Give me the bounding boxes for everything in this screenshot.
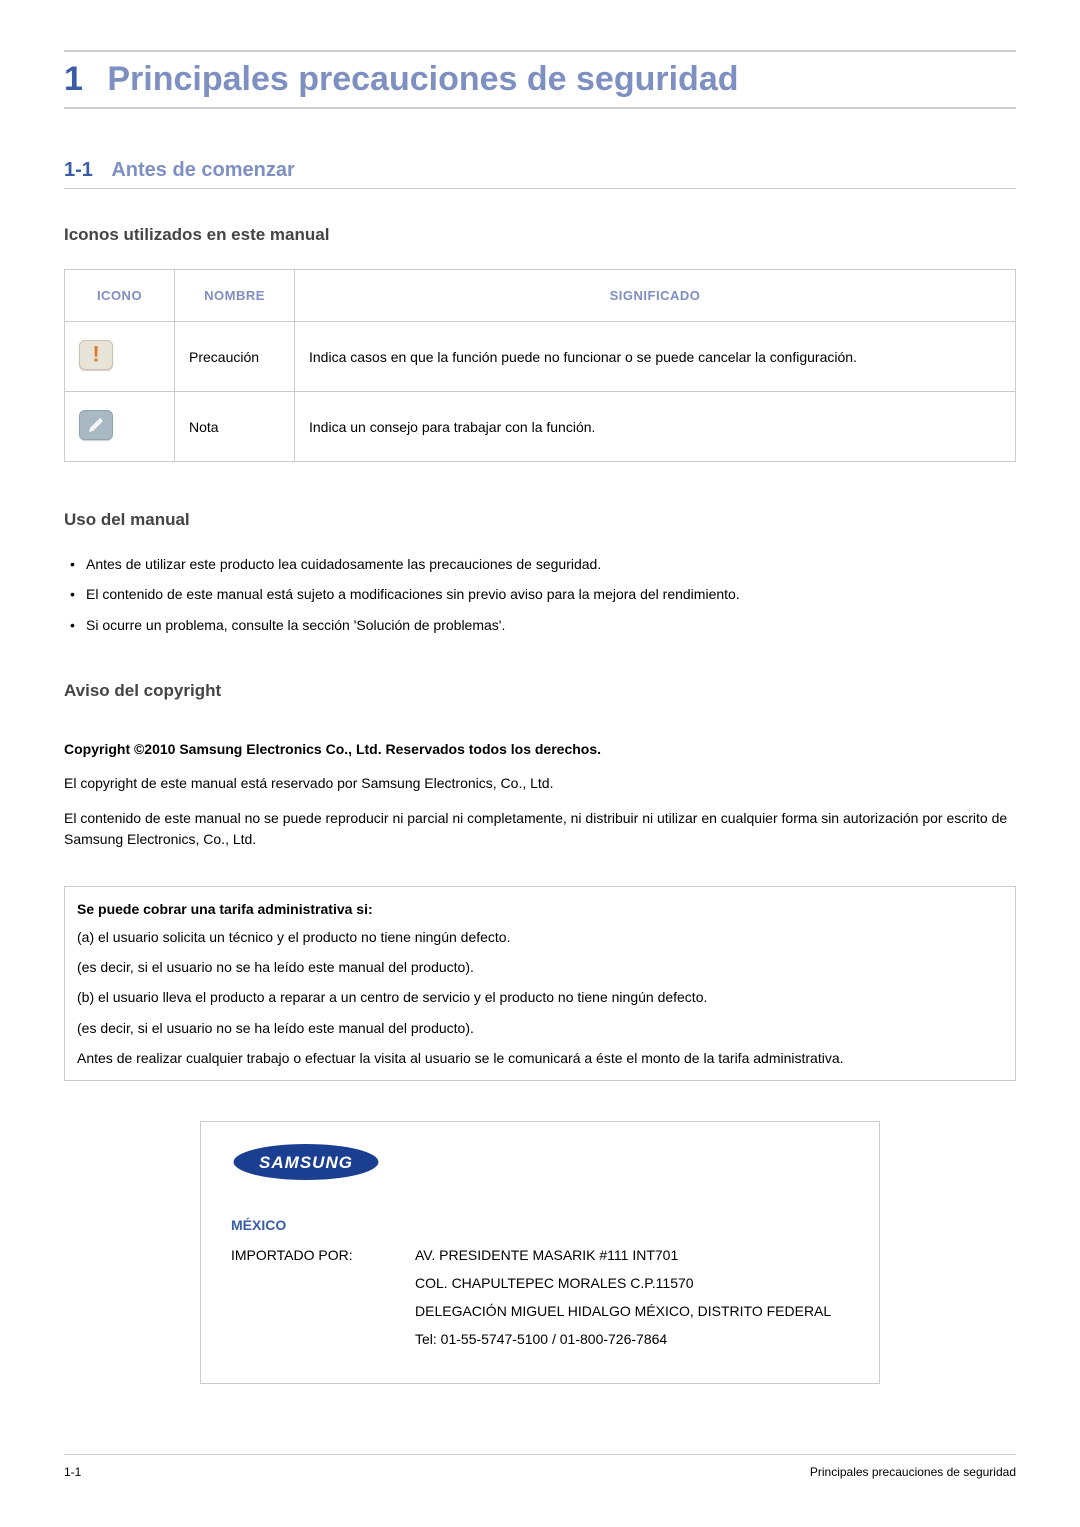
table-row: Precaución Indica casos en que la funció… xyxy=(65,322,1016,392)
page-footer: 1-1 Principales precauciones de segurida… xyxy=(64,1454,1016,1479)
icons-table-cell-icon xyxy=(65,322,175,392)
icons-table-cell-name: Precaución xyxy=(175,322,295,392)
section-number: 1-1 xyxy=(64,159,93,181)
fee-box-line: (a) el usuario solicita un técnico y el … xyxy=(77,927,1003,947)
icons-table-cell-icon xyxy=(65,392,175,462)
fee-box-heading: Se puede cobrar una tarifa administrativ… xyxy=(77,901,1003,917)
footer-left: 1-1 xyxy=(64,1465,81,1479)
fee-box-line: Antes de realizar cualquier trabajo o ef… xyxy=(77,1048,1003,1068)
importer-address-line: DELEGACIÓN MIGUEL HIDALGO MÉXICO, DISTRI… xyxy=(415,1303,831,1319)
importer-address: AV. PRESIDENTE MASARIK #111 INT701 COL. … xyxy=(415,1247,831,1359)
footer-right: Principales precauciones de seguridad xyxy=(810,1465,1016,1479)
use-subheading: Uso del manual xyxy=(64,510,1016,530)
importer-country: MÉXICO xyxy=(231,1217,849,1233)
copyright-para-1: El copyright de este manual está reserva… xyxy=(64,773,1016,794)
use-bullets: Antes de utilizar este producto lea cuid… xyxy=(64,554,1016,635)
fee-box: Se puede cobrar una tarifa administrativ… xyxy=(64,886,1016,1081)
importer-address-line: COL. CHAPULTEPEC MORALES C.P.11570 xyxy=(415,1275,831,1291)
importer-address-line: AV. PRESIDENTE MASARIK #111 INT701 xyxy=(415,1247,831,1263)
chapter-title-text: Principales precauciones de seguridad xyxy=(107,60,738,98)
icons-table-cell-meaning: Indica casos en que la función puede no … xyxy=(295,322,1016,392)
icons-table-cell-meaning: Indica un consejo para trabajar con la f… xyxy=(295,392,1016,462)
section-title: Antes de comenzar xyxy=(111,159,294,181)
caution-icon xyxy=(79,340,113,370)
copyright-bold: Copyright ©2010 Samsung Electronics Co.,… xyxy=(64,741,1016,757)
samsung-logo: SAMSUNG xyxy=(231,1142,381,1182)
svg-text:SAMSUNG: SAMSUNG xyxy=(259,1153,353,1172)
importer-box: SAMSUNG MÉXICO IMPORTADO POR: AV. PRESID… xyxy=(200,1121,880,1384)
fee-box-line: (es decir, si el usuario no se ha leído … xyxy=(77,1018,1003,1038)
note-icon xyxy=(79,410,113,440)
copyright-subheading: Aviso del copyright xyxy=(64,681,1016,701)
fee-box-line: (b) el usuario lleva el producto a repar… xyxy=(77,987,1003,1007)
section-heading: 1-1 Antes de comenzar xyxy=(64,159,1016,189)
importer-label: IMPORTADO POR: xyxy=(231,1247,391,1359)
copyright-para-2: El contenido de este manual no se puede … xyxy=(64,808,1016,850)
chapter-title: 1 Principales precauciones de seguridad xyxy=(64,50,1016,109)
list-item: Si ocurre un problema, consulte la secci… xyxy=(64,615,1016,635)
importer-row: IMPORTADO POR: AV. PRESIDENTE MASARIK #1… xyxy=(231,1247,849,1359)
icons-table-header-icon: ICONO xyxy=(65,270,175,322)
icons-table-header-name: NOMBRE xyxy=(175,270,295,322)
fee-box-line: (es decir, si el usuario no se ha leído … xyxy=(77,957,1003,977)
icons-table-cell-name: Nota xyxy=(175,392,295,462)
importer-address-line: Tel: 01-55-5747-5100 / 01-800-726-7864 xyxy=(415,1331,831,1347)
icons-subheading: Iconos utilizados en este manual xyxy=(64,225,1016,245)
list-item: Antes de utilizar este producto lea cuid… xyxy=(64,554,1016,574)
list-item: El contenido de este manual está sujeto … xyxy=(64,584,1016,604)
icons-table-header-meaning: SIGNIFICADO xyxy=(295,270,1016,322)
table-row: Nota Indica un consejo para trabajar con… xyxy=(65,392,1016,462)
icons-table: ICONO NOMBRE SIGNIFICADO Precaución Indi… xyxy=(64,269,1016,462)
chapter-number: 1 xyxy=(64,60,83,99)
